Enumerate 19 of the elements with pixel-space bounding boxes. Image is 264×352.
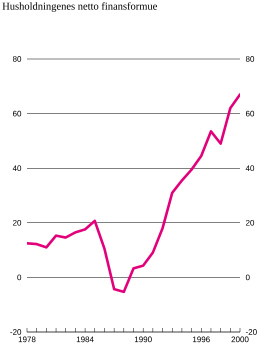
y-tick-label: 20	[12, 220, 22, 226]
y-tick-label: 60	[12, 110, 22, 116]
x-tick-label: 2000	[232, 336, 249, 342]
line-series	[27, 93, 240, 294]
x-tick-label: 1978	[18, 336, 36, 342]
y-tick-label: 80	[12, 56, 22, 62]
x-tick-label: 1996	[192, 336, 210, 342]
y-tick-label: 40	[12, 165, 22, 172]
chart-title: Husholdningenes netto finansformue	[2, 2, 157, 12]
y2-tick-label: 60	[246, 110, 254, 116]
y2-tick-label: 40	[246, 165, 254, 172]
x-tick-label: 1990	[134, 336, 152, 342]
y2-tick-label: 0	[246, 274, 250, 280]
y2-tick-label: 80	[246, 56, 254, 62]
y-tick-label: 0	[17, 274, 22, 280]
x-tick-label: 1984	[76, 336, 94, 342]
y2-tick-label: -20	[246, 329, 257, 335]
y-tick-label: -20	[10, 329, 22, 335]
y2-tick-label: 20	[246, 220, 254, 226]
